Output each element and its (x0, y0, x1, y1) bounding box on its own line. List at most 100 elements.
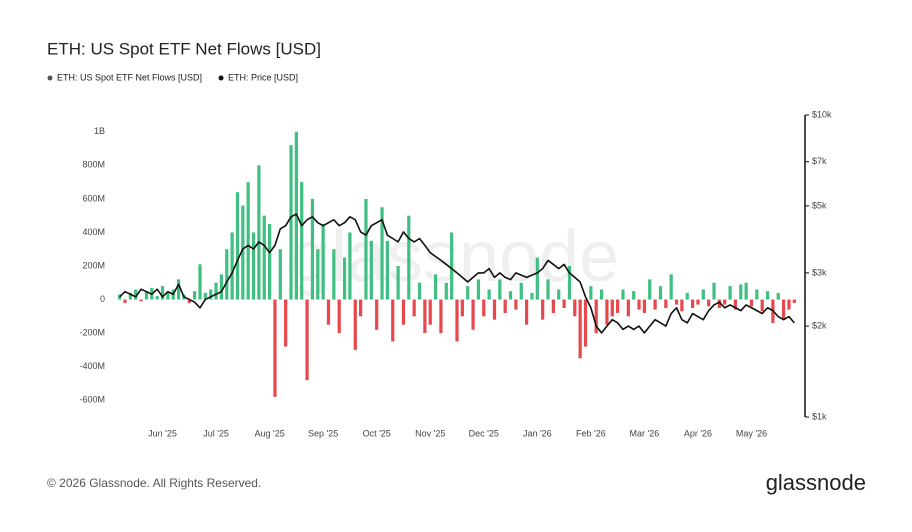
bar (289, 145, 293, 300)
bar (134, 289, 138, 300)
bar (782, 299, 786, 320)
bar (166, 292, 170, 300)
y-tick-label: -400M (79, 361, 105, 371)
bar (573, 299, 577, 317)
bar (621, 289, 625, 300)
bar (717, 299, 721, 308)
y-tick-label: 600M (82, 193, 105, 203)
footer: © 2026 Glassnode. All Rights Reserved. (47, 476, 261, 490)
bar (482, 299, 486, 317)
bar (391, 299, 395, 342)
bar (616, 299, 620, 313)
bar (380, 207, 384, 300)
bar (471, 299, 475, 330)
bar (193, 291, 197, 300)
bar (696, 299, 700, 305)
bar (685, 292, 689, 300)
bar (557, 289, 561, 300)
y2-tick-label: $5k (812, 200, 827, 210)
y2-tick-label: $3k (812, 267, 827, 277)
bar (278, 249, 282, 300)
bar (364, 198, 368, 300)
bar (337, 299, 341, 334)
bar (664, 299, 668, 308)
bar (733, 299, 738, 310)
bar (257, 165, 261, 300)
x-tick-label: Nov '25 (415, 428, 445, 438)
bar (690, 299, 695, 308)
y-tick-label: 400M (82, 227, 105, 237)
bar (760, 299, 764, 312)
bar (187, 299, 191, 303)
bar (396, 266, 400, 300)
bar (525, 299, 529, 325)
bar (541, 299, 545, 320)
bar (267, 224, 272, 300)
price-line (119, 213, 795, 334)
bar (203, 292, 207, 300)
bar (508, 291, 513, 300)
x-tick-label: Mar '26 (630, 428, 660, 438)
bar (723, 299, 727, 305)
bar (594, 299, 598, 334)
bar (701, 289, 705, 300)
bar (209, 289, 213, 300)
bar (460, 299, 464, 317)
bar (321, 224, 325, 300)
bar (375, 299, 379, 330)
bar (492, 299, 497, 320)
bar (401, 299, 406, 325)
x-tick-label: Dec '25 (469, 428, 499, 438)
y2-tick-label: $10k (812, 109, 832, 119)
bar (605, 299, 609, 325)
bar (589, 286, 593, 300)
bar (144, 291, 149, 300)
bar (225, 249, 229, 300)
y-tick-label: 800M (82, 160, 105, 170)
bar (428, 299, 432, 325)
bar (176, 279, 181, 300)
y-tick-label: 200M (82, 260, 105, 270)
x-tick-label: Feb '26 (576, 428, 606, 438)
bar (648, 279, 652, 300)
x-tick-label: Apr '26 (684, 428, 712, 438)
bar (353, 299, 357, 350)
bar (755, 289, 759, 300)
bar (744, 282, 748, 300)
y2-tick-label: $1k (812, 411, 827, 421)
bar (776, 292, 780, 300)
bar (450, 232, 454, 300)
legend-marker (218, 75, 224, 81)
bar (514, 299, 518, 310)
bar (305, 299, 309, 381)
bar (369, 240, 373, 300)
bar (792, 299, 796, 303)
bar (284, 299, 288, 347)
bar (433, 274, 438, 300)
bar (342, 257, 347, 300)
bar (530, 292, 534, 300)
bar (674, 299, 679, 305)
bar (503, 299, 507, 313)
bar (487, 289, 491, 300)
bar (680, 299, 684, 312)
bar (787, 299, 791, 310)
x-tick-label: Jul '25 (203, 428, 229, 438)
bar (123, 299, 127, 303)
chart-title: ETH: US Spot ETF Net Flows [USD] (47, 39, 321, 58)
y-tick-label: -600M (79, 395, 105, 405)
bar (669, 274, 673, 300)
bar (498, 279, 502, 300)
bar (765, 291, 770, 300)
y2-tick-label: $7k (812, 156, 827, 166)
bar (273, 299, 277, 397)
y-tick-label: -200M (79, 327, 105, 337)
bar (407, 215, 411, 300)
x-tick-label: Aug '25 (254, 428, 284, 438)
y2-tick-label: $2k (812, 320, 827, 330)
bar (658, 286, 663, 300)
bar (118, 294, 122, 300)
bar (626, 299, 630, 317)
bar (348, 232, 352, 300)
